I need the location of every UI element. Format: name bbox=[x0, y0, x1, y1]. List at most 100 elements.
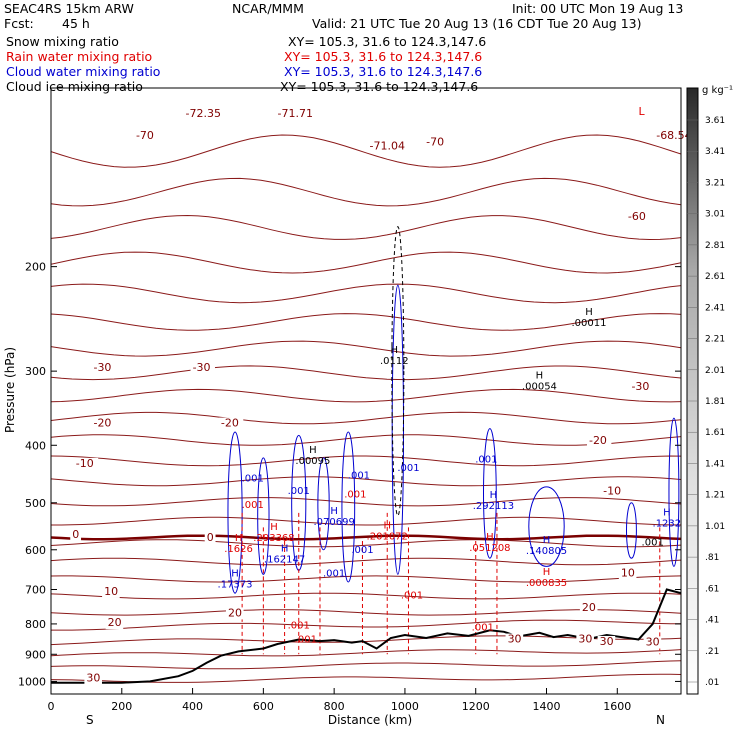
y-tick-label: 700 bbox=[25, 584, 46, 597]
max-value-label: .17373 bbox=[218, 580, 253, 591]
contour-value-label: .001 bbox=[642, 537, 664, 548]
max-value-label: .00095 bbox=[295, 456, 330, 467]
x-tick-label: 0 bbox=[48, 700, 55, 713]
contour-label-bg bbox=[576, 633, 594, 646]
x-tick-label: 400 bbox=[182, 700, 203, 713]
max-marker: H bbox=[281, 543, 289, 554]
max-value-label: .1626 bbox=[224, 544, 253, 555]
cloud-water-contour bbox=[483, 428, 497, 559]
temperature-contour-label: 0 bbox=[207, 531, 214, 544]
contour-label-bg bbox=[597, 635, 616, 648]
temperature-contour-label: 30 bbox=[600, 635, 614, 648]
colorbar-label: .01 bbox=[705, 678, 719, 688]
isotherm-line bbox=[51, 388, 681, 403]
contour-label-bg bbox=[629, 381, 654, 394]
contour-label-bg bbox=[218, 417, 244, 430]
contour-value-label: .001 bbox=[351, 545, 373, 556]
snow-contour bbox=[391, 226, 405, 517]
temperature-contour-label: 30 bbox=[508, 633, 522, 646]
x-tick-label: 600 bbox=[253, 700, 274, 713]
max-value-label: .162147 bbox=[264, 554, 305, 565]
contour-value-label: .001 bbox=[242, 500, 264, 511]
max-marker: H bbox=[585, 307, 593, 318]
max-marker: H bbox=[391, 345, 399, 356]
contour-label-bg bbox=[73, 457, 99, 470]
contour-label-bg bbox=[190, 362, 215, 375]
isotherm-line bbox=[51, 134, 681, 168]
colorbar-label: 1.21 bbox=[705, 491, 725, 501]
model-name: SEAC4RS 15km ARW bbox=[4, 1, 134, 16]
isotherm-line bbox=[51, 557, 681, 566]
fcst-value: 45 h bbox=[62, 16, 90, 31]
temperature-contour-label: 20 bbox=[108, 616, 122, 629]
contour-label-bg bbox=[275, 108, 321, 121]
contour-label-bg bbox=[204, 532, 216, 545]
contour-label-bg bbox=[505, 633, 524, 646]
contour-label-bg bbox=[424, 136, 449, 149]
colorbar-label: 1.81 bbox=[705, 397, 725, 407]
max-marker: H bbox=[490, 490, 498, 501]
colorbar-label: 1.01 bbox=[705, 522, 725, 532]
contour-value-label: .001 bbox=[397, 463, 419, 474]
isotherm-line bbox=[51, 592, 681, 600]
field-name-rain: Rain water mixing ratio bbox=[6, 49, 153, 64]
isotherm-line bbox=[51, 251, 681, 274]
max-value-label: .00011 bbox=[571, 318, 606, 329]
x-tick-label: 1600 bbox=[603, 700, 631, 713]
max-marker: H bbox=[663, 507, 671, 518]
x-axis-title: Distance (km) bbox=[328, 713, 412, 727]
isotherm-line bbox=[51, 497, 681, 507]
y-tick-label: 900 bbox=[25, 648, 46, 661]
colorbar-label: 3.41 bbox=[705, 147, 725, 157]
contour-label-bg bbox=[84, 672, 102, 685]
y-tick-label: 500 bbox=[25, 497, 46, 510]
temperature-contour-label: -70 bbox=[426, 136, 444, 149]
temperature-contour-label: -71.71 bbox=[278, 107, 313, 120]
contour-value-label: .001 bbox=[344, 490, 366, 501]
contour-label-bg bbox=[133, 130, 159, 143]
org-name: NCAR/MMM bbox=[232, 1, 304, 16]
contour-label-bg bbox=[643, 636, 662, 649]
y-axis-title: Pressure (hPa) bbox=[3, 347, 17, 433]
init-time: Init: 00 UTC Mon 19 Aug 13 bbox=[512, 1, 684, 16]
colorbar-label: 1.41 bbox=[705, 459, 725, 469]
contour-label-bg bbox=[636, 105, 648, 118]
field-name-cloud-ice: Cloud ice mixing ratio bbox=[6, 79, 143, 94]
contour-label-bg bbox=[91, 417, 116, 430]
y-tick-label: 300 bbox=[25, 365, 46, 378]
isotherm-line bbox=[51, 455, 681, 467]
y-tick-label: 400 bbox=[25, 439, 46, 452]
max-marker: H bbox=[536, 370, 544, 381]
colorbar-unit: g kg⁻¹ bbox=[702, 85, 733, 96]
contour-label-bg bbox=[367, 140, 413, 153]
contour-label-bg bbox=[586, 434, 612, 447]
cloud-water-contour bbox=[227, 431, 243, 594]
isotherm-line bbox=[51, 619, 681, 631]
temperature-contour-label: -68.54 bbox=[656, 129, 691, 142]
contour-label-bg bbox=[579, 602, 598, 615]
cloud-water-contour bbox=[528, 486, 565, 567]
temperature-contour-label: -30 bbox=[93, 361, 111, 374]
contour-label-bg bbox=[70, 528, 82, 541]
max-value-label: .00054 bbox=[522, 381, 557, 392]
colorbar-label: 3.21 bbox=[705, 178, 725, 188]
temperature-contour-label: -72.35 bbox=[185, 107, 220, 120]
max-value-label: .1232 bbox=[653, 518, 682, 529]
isotherm-line bbox=[51, 214, 681, 241]
isotherm-line bbox=[51, 609, 681, 616]
temperature-contour-label: -60 bbox=[628, 210, 646, 223]
freezing-level-line bbox=[51, 534, 681, 541]
field-xy-rain: XY= 105.3, 31.6 to 124.3,147.6 bbox=[284, 49, 483, 64]
isotherm-line bbox=[51, 340, 681, 357]
max-marker: H bbox=[231, 569, 239, 580]
contour-label-bg bbox=[601, 485, 626, 498]
max-value-label: .051208 bbox=[469, 543, 510, 554]
colorbar-label: 1.61 bbox=[705, 428, 725, 438]
temperature-contour-label: -30 bbox=[193, 361, 211, 374]
colorbar-label: 2.21 bbox=[705, 335, 725, 345]
temperature-contour-label: -10 bbox=[603, 484, 621, 497]
y-tick-label: 1000 bbox=[18, 675, 46, 688]
max-marker: H bbox=[383, 521, 391, 532]
contour-label-bg bbox=[183, 108, 229, 121]
temperature-contour-label: -10 bbox=[76, 457, 94, 470]
